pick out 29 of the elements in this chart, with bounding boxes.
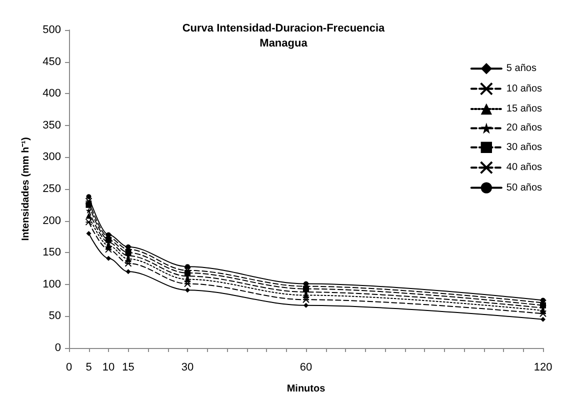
x-tick-label: 5: [86, 362, 92, 374]
legend-label: 30 años: [506, 142, 542, 153]
x-tick-label: 0: [66, 362, 72, 374]
legend-label: 20 años: [506, 122, 542, 134]
y-tick-label: 400: [42, 88, 61, 100]
x-tick-label: 15: [122, 362, 134, 374]
y-tick-label: 200: [42, 214, 61, 227]
y-tick-label: 100: [42, 278, 61, 290]
legend-label: 5 años: [506, 63, 536, 74]
chart-title: Curva Intensidad-Duracion-Frecuencia: [182, 22, 386, 34]
legend-label: 15 años: [506, 104, 542, 114]
legend-label: 10 años: [506, 83, 542, 94]
y-axis-title: Intensidades (mm h⁻¹): [20, 137, 32, 241]
text: Managua: [260, 38, 308, 50]
x-tick-label: 60: [300, 362, 312, 374]
x-tick-label: 10: [102, 362, 115, 374]
y-tick-label: 0: [54, 342, 61, 354]
y-tick-label: 50: [48, 310, 61, 322]
y-tick-label: 150: [42, 246, 61, 259]
y-tick-label: 450: [42, 56, 61, 68]
x-tick-label: 120: [534, 362, 552, 374]
y-tick-label: 350: [42, 119, 61, 132]
legend-label: 40 años: [506, 162, 542, 174]
y-tick-label: 300: [42, 151, 61, 164]
legend-label: 50 años: [506, 182, 542, 194]
y-tick-label: 250: [42, 183, 61, 195]
x-tick-label: 30: [181, 362, 194, 374]
x-axis-title: Minutos: [286, 384, 326, 394]
y-tick-label: 500: [42, 24, 61, 36]
